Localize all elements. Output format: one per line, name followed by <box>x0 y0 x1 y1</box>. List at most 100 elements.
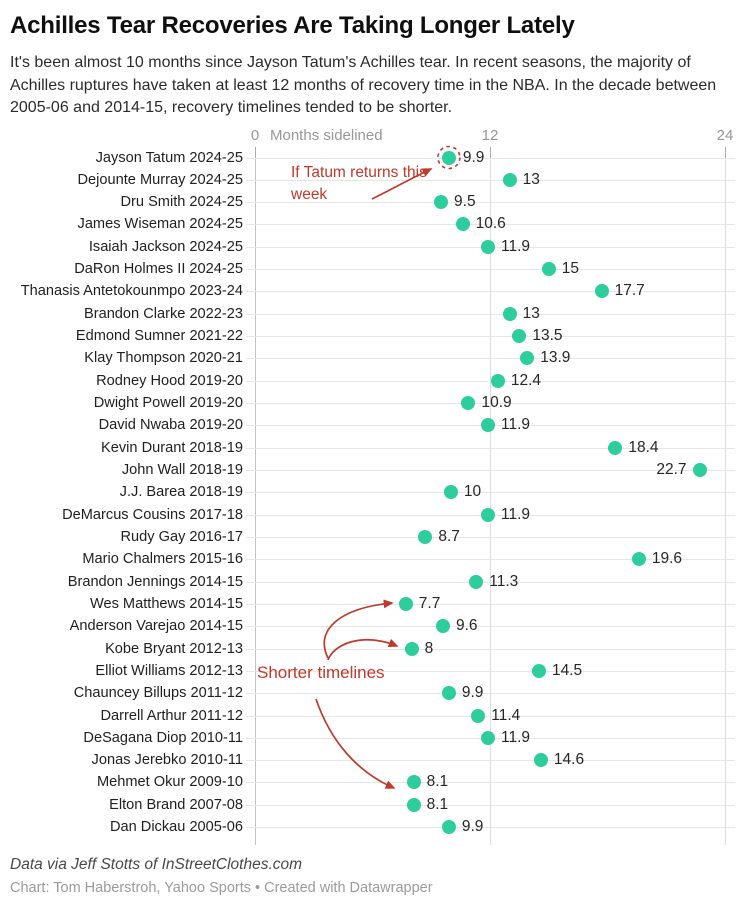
data-dot <box>490 373 505 388</box>
data-source-note: Data via Jeff Stotts of InStreetClothes.… <box>10 856 303 873</box>
data-dot <box>461 396 476 411</box>
data-dot <box>471 708 486 723</box>
value-label: 11.9 <box>501 416 531 434</box>
axis-tick-24: 24 <box>716 127 734 144</box>
data-dot <box>533 753 548 768</box>
row-gridline <box>246 804 735 806</box>
row-label: Wes Matthews 2014-15 <box>89 595 243 612</box>
row-gridline <box>246 157 735 159</box>
row-gridline <box>246 760 735 762</box>
chart-subtitle: It's been almost 10 months since Jayson … <box>10 54 717 116</box>
data-dot <box>631 552 646 567</box>
value-label: 8.1 <box>426 773 449 791</box>
axis-tick-mark-12 <box>490 147 491 158</box>
data-dot <box>436 619 450 634</box>
data-dot <box>692 462 707 477</box>
row-gridline <box>246 380 735 382</box>
value-label: 15 <box>561 260 579 278</box>
chart-credit-note: Chart: Tom Haberstroh, Yahoo Sports • Cr… <box>10 880 433 896</box>
row-label: David Nwaba 2019-20 <box>98 417 243 434</box>
value-label: 9.9 <box>462 148 485 166</box>
axis-tick-12: 12 <box>481 127 499 144</box>
row-label: Darrell Arthur 2011-12 <box>100 707 244 724</box>
data-dot <box>443 485 458 500</box>
row-label: Elton Brand 2007-08 <box>109 796 243 813</box>
data-dot <box>608 440 623 455</box>
value-label: 19.6 <box>651 550 682 568</box>
data-dot <box>406 797 421 812</box>
value-label: 9.9 <box>461 684 484 702</box>
data-dot <box>541 262 556 277</box>
row-label: Isaiah Jackson 2024-25 <box>88 238 243 255</box>
value-label: 18.4 <box>628 438 659 456</box>
data-dot <box>441 820 456 835</box>
data-dot <box>455 217 470 232</box>
row-gridline <box>246 492 735 494</box>
value-label: 10.6 <box>475 215 506 233</box>
data-dot <box>481 239 496 254</box>
data-dot <box>441 686 456 701</box>
row-label: Edmond Sumner 2021-22 <box>75 328 243 345</box>
row-label: Dejounte Murray 2024-25 <box>77 171 244 188</box>
row-label: Kobe Bryant 2012-13 <box>105 640 243 657</box>
value-label: 8.1 <box>426 795 449 813</box>
arrow-to-wes-matthews-dot <box>323 599 394 659</box>
row-gridline <box>246 469 735 471</box>
arrow-to-kobe-bryant-dot <box>327 638 399 661</box>
data-dot <box>481 507 496 522</box>
value-label: 9.5 <box>454 193 476 211</box>
value-label: 11.3 <box>489 572 519 590</box>
row-gridline <box>246 827 735 829</box>
row-label: James Wiseman 2024-25 <box>77 216 243 233</box>
value-label: 7.7 <box>418 594 441 612</box>
axis-tick-0: 0 <box>250 127 260 144</box>
row-gridline <box>246 559 735 561</box>
row-gridline <box>246 403 735 405</box>
value-label: 12.4 <box>510 371 541 389</box>
data-dot <box>441 150 456 165</box>
value-label: 13.9 <box>540 349 571 367</box>
row-label: Rudy Gay 2016-17 <box>120 528 243 545</box>
value-label: 11.9 <box>501 728 531 746</box>
value-label: 8 <box>424 639 434 657</box>
annotation-shorter-timelines: Shorter timelines <box>257 663 385 682</box>
row-label: Klay Thompson 2020-21 <box>84 350 243 367</box>
data-dot <box>502 172 517 187</box>
row-label: J.J. Barea 2018-19 <box>119 484 243 501</box>
row-gridline <box>246 179 735 181</box>
value-label: 13.5 <box>532 327 563 345</box>
axis-gridline-24 <box>725 147 726 845</box>
data-dot <box>520 351 535 366</box>
row-gridline <box>246 202 735 204</box>
row-gridline <box>246 626 735 628</box>
value-label: 8.7 <box>438 527 460 545</box>
data-dot <box>398 596 413 611</box>
row-label: Brandon Jennings 2014-15 <box>67 573 243 590</box>
axis-gridline-0 <box>255 147 256 845</box>
row-label: Dru Smith 2024-25 <box>120 194 244 211</box>
value-label: 9.9 <box>461 818 484 836</box>
value-label: 10.9 <box>481 394 512 412</box>
row-label: Chauncey Billups 2011-12 <box>73 685 243 702</box>
data-dot <box>512 329 527 344</box>
row-gridline <box>246 336 735 338</box>
row-label: Brandon Clarke 2022-23 <box>83 305 243 322</box>
row-gridline <box>246 291 735 293</box>
data-dot <box>418 529 433 544</box>
row-gridline <box>246 670 735 672</box>
row-label: Kevin Durant 2018-19 <box>101 439 243 456</box>
axis-tick-mark-24 <box>725 147 726 158</box>
row-label: DeSagana Diop 2010-11 <box>83 729 243 746</box>
value-label: 14.6 <box>553 751 585 769</box>
row-label: Mario Chalmers 2015-16 <box>82 551 243 568</box>
row-label: Dwight Powell 2019-20 <box>93 395 243 412</box>
row-label: DaRon Holmes II 2024-25 <box>74 261 243 278</box>
axis-gridline-12 <box>490 147 491 845</box>
row-label: John Wall 2018-19 <box>121 461 243 478</box>
row-gridline <box>246 358 735 360</box>
row-label: Dan Dickau 2005-06 <box>109 819 243 836</box>
row-gridline <box>246 782 735 784</box>
value-label: 11.9 <box>501 505 531 523</box>
value-label: 22.7 <box>656 460 687 478</box>
row-gridline <box>246 447 735 449</box>
